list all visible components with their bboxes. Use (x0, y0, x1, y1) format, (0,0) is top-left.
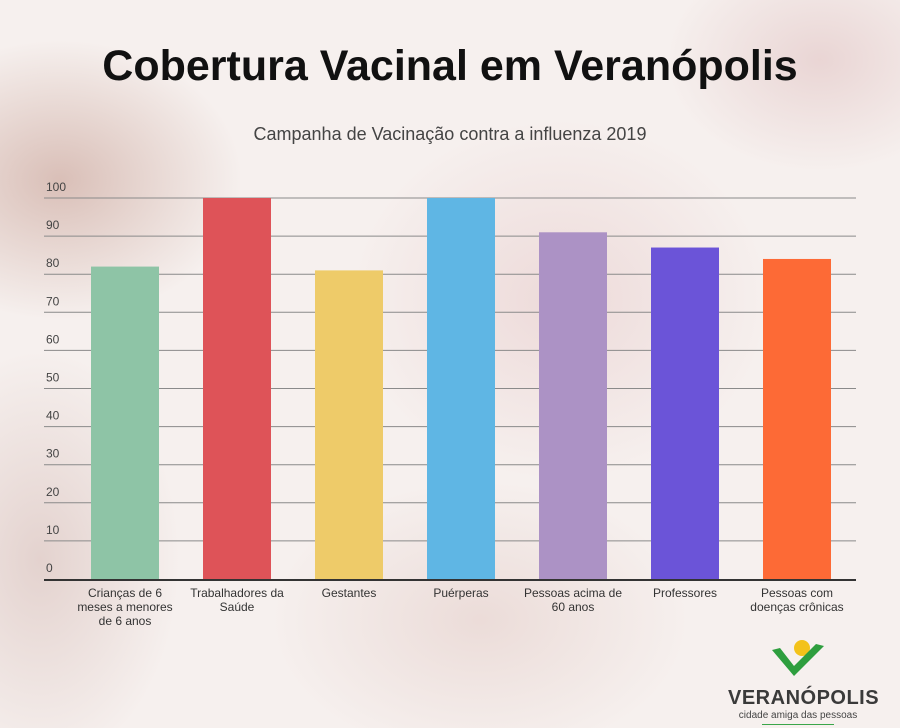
y-tick-label: 10 (46, 523, 60, 537)
x-tick-label: 60 anos (552, 600, 595, 614)
x-tick-label: Puérperas (433, 586, 488, 600)
bar-chart: 0 10 20 30 40 50 60 70 80 90 100 Crianças de 6meses… (44, 180, 856, 628)
chart-title: Cobertura Vacinal em Veranópolis (102, 42, 798, 90)
logo-name: VERANÓPOLIS (728, 687, 880, 709)
x-tick-label: Gestantes (322, 586, 377, 600)
logo-mark-icon (772, 640, 824, 676)
y-tick-label: 100 (46, 180, 66, 194)
x-tick-label: Pessoas com (761, 586, 833, 600)
bar (539, 232, 607, 580)
bar (427, 198, 495, 579)
y-tick-label: 60 (46, 332, 60, 346)
y-tick-label: 90 (46, 218, 60, 232)
y-tick-label: 40 (46, 409, 60, 423)
bar (203, 198, 271, 579)
x-tick-label: de 6 anos (99, 614, 152, 628)
veranopolis-logo: VERANÓPOLIS cidade amiga das pessoas (728, 636, 880, 725)
chart-subtitle: Campanha de Vacinação contra a influenza… (253, 124, 647, 144)
x-tick-label: Pessoas acima de (524, 586, 622, 600)
bar (651, 247, 719, 579)
x-tick-label: Trabalhadores da (190, 586, 284, 600)
y-tick-label: 20 (46, 485, 60, 499)
y-tick-label: 80 (46, 256, 60, 270)
x-tick-label: Professores (653, 586, 717, 600)
logo-tagline: cidade amiga das pessoas (738, 710, 858, 721)
logo-underline (762, 724, 834, 725)
bar (91, 266, 159, 579)
y-tick-label: 0 (46, 561, 53, 575)
x-tick-label: doenças crônicas (750, 600, 843, 614)
x-tick-label: meses a menores (77, 600, 172, 614)
y-tick-label: 70 (46, 294, 60, 308)
bar (763, 258, 831, 579)
y-tick-label: 50 (46, 371, 60, 385)
y-tick-label: 30 (46, 447, 60, 461)
x-tick-label: Saúde (220, 600, 255, 614)
x-tick-label: Crianças de 6 (88, 586, 162, 600)
bar (315, 270, 383, 579)
